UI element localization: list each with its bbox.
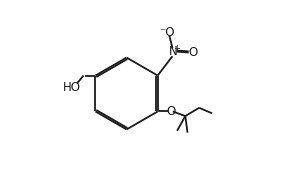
Text: HO: HO [63,81,81,94]
Text: +: + [173,44,180,53]
Text: O: O [188,46,197,59]
Text: O: O [166,105,175,118]
Text: ⁻O: ⁻O [159,26,175,39]
Text: N: N [169,45,178,58]
